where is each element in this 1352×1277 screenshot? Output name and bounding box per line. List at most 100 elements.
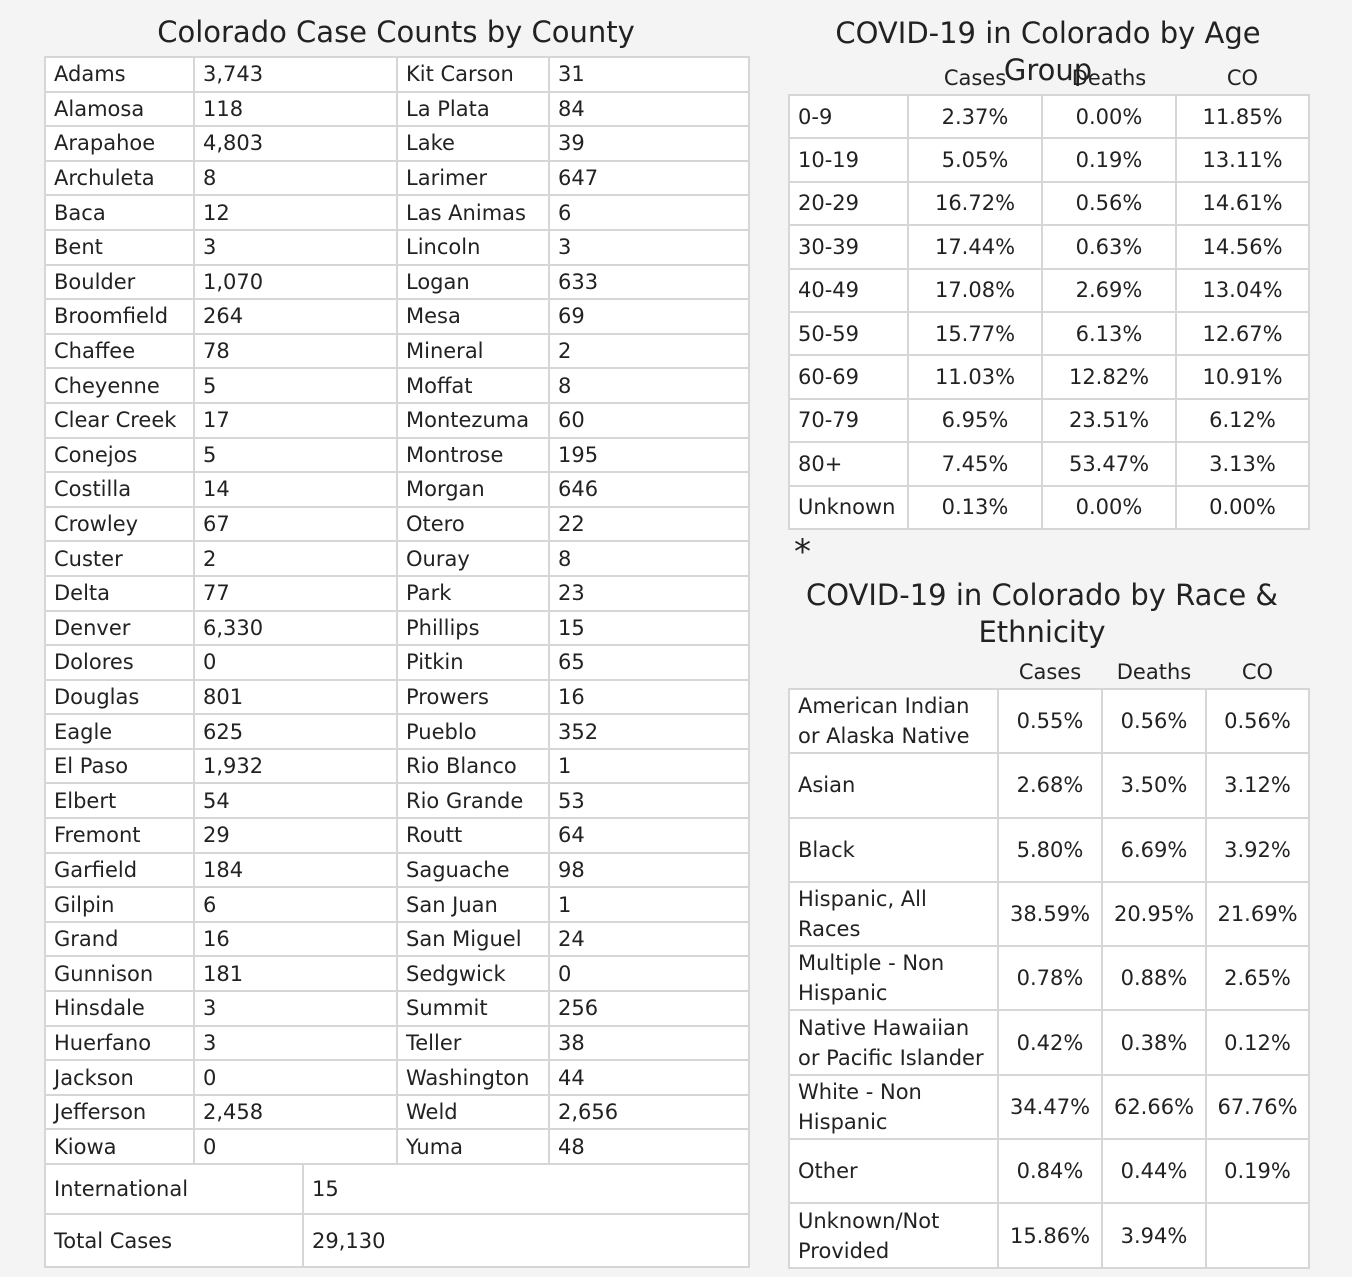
table-cell: 23.51%	[1041, 397, 1177, 444]
table-cell: 1	[548, 747, 750, 785]
table-cell: Other	[788, 1138, 999, 1205]
table-row: Jackson 0 Washington 44	[44, 1059, 750, 1096]
table-cell: 4,803	[193, 125, 398, 162]
table-row: Native Hawaiian or Pacific Islander 0.42%…	[788, 1009, 1310, 1076]
table-cell: 0.13%	[907, 484, 1043, 530]
table-cell: 0-9	[788, 93, 909, 140]
table-row: Archuleta 8 Larimer 647	[44, 159, 750, 197]
table-cell: 646	[548, 471, 750, 508]
table-cell: 801	[193, 678, 398, 716]
header-cell: CO	[1226, 66, 1259, 90]
table-cell: 8	[548, 540, 750, 577]
table-cell: 0.78%	[997, 945, 1103, 1012]
table-cell: American Indian or Alaska Native	[788, 687, 999, 755]
table-cell: 0	[548, 955, 750, 993]
table-cell: 2	[193, 540, 398, 577]
table-row: Other 0.84% 0.44% 0.19%	[788, 1138, 1310, 1205]
table-cell: 0.12%	[1205, 1009, 1310, 1076]
table-cell: San Juan	[396, 886, 550, 923]
table-cell: La Plata	[396, 90, 550, 128]
table-cell: 67	[193, 505, 398, 543]
table-cell: 48	[548, 1128, 750, 1165]
table-cell: 53	[548, 782, 750, 820]
table-cell: 2.69%	[1041, 267, 1177, 313]
table-cell: 5.05%	[907, 137, 1043, 183]
table-cell: 17.08%	[907, 267, 1043, 313]
table-cell: 11.85%	[1175, 93, 1310, 140]
table-row: Custer 2 Ouray 8	[44, 540, 750, 577]
table-cell: 17	[193, 401, 398, 439]
table-cell: Sedgwick	[396, 955, 550, 993]
table-cell: 40-49	[788, 267, 909, 313]
table-row: Kiowa 0 Yuma 48	[44, 1128, 750, 1165]
table-cell: 98	[548, 851, 750, 889]
table-cell: 8	[193, 159, 398, 197]
table-row: Elbert 54 Rio Grande 53	[44, 782, 750, 820]
table-cell: 0.19%	[1041, 137, 1177, 183]
table-cell: Arapahoe	[44, 125, 195, 162]
table-cell: Summit	[396, 990, 550, 1027]
table-row: Clear Creek 17 Montezuma 60	[44, 401, 750, 439]
table-cell: 12	[193, 194, 398, 231]
table-cell: Asian	[788, 752, 999, 819]
table-cell: 0.42%	[997, 1009, 1103, 1076]
table-row: Gilpin 6 San Juan 1	[44, 886, 750, 923]
table-cell: 3.13%	[1175, 441, 1310, 487]
table-cell: 10.91%	[1175, 354, 1310, 400]
table-cell: Clear Creek	[44, 401, 195, 439]
table-row: 70-79 6.95% 23.51% 6.12%	[788, 397, 1310, 444]
table-cell: 647	[548, 159, 750, 197]
table-cell: 0.00%	[1175, 484, 1310, 530]
table-cell: Lincoln	[396, 228, 550, 266]
table-cell: Multiple - Non Hispanic	[788, 945, 999, 1012]
table-cell: Rio Blanco	[396, 747, 550, 785]
table-cell: 16	[193, 920, 398, 958]
table-cell: 15	[548, 609, 750, 647]
table-row: Hinsdale 3 Summit 256	[44, 990, 750, 1027]
table-cell: Teller	[396, 1024, 550, 1062]
table-cell: Boulder	[44, 263, 195, 301]
table-row: Dolores 0 Pitkin 65	[44, 644, 750, 681]
table-cell: 0.88%	[1101, 945, 1207, 1012]
table-cell: Custer	[44, 540, 195, 577]
header-cell: Cases	[943, 66, 1007, 90]
table-cell: Pitkin	[396, 644, 550, 681]
table-cell: 14.56%	[1175, 224, 1310, 270]
table-cell: 2.65%	[1205, 945, 1310, 1012]
table-cell: Baca	[44, 194, 195, 231]
table-cell: 0.56%	[1205, 687, 1310, 755]
table-row: Multiple - Non Hispanic 0.78% 0.88% 2.65%	[788, 945, 1310, 1012]
table-row: American Indian or Alaska Native 0.55% 0.5…	[788, 687, 1310, 755]
table-cell: 70-79	[788, 397, 909, 444]
table-row: 50-59 15.77% 6.13% 12.67%	[788, 310, 1310, 357]
table-cell: Delta	[44, 574, 195, 612]
table-cell: Black	[788, 816, 999, 883]
table-cell: 13.04%	[1175, 267, 1310, 313]
table-cell: 77	[193, 574, 398, 612]
header-cell: Deaths	[1116, 660, 1192, 684]
county-title: Colorado Case Counts by County	[157, 15, 635, 49]
table-cell: Grand	[44, 920, 195, 958]
table-row: Unknown/Not Provided 15.86% 3.94%	[788, 1202, 1310, 1269]
table-cell: 195	[548, 436, 750, 474]
table-cell: 2.37%	[907, 93, 1043, 140]
table-row: Fremont 29 Routt 64	[44, 817, 750, 854]
header-cell	[789, 62, 908, 95]
table-cell: Weld	[396, 1093, 550, 1131]
table-cell: 3.12%	[1205, 752, 1310, 819]
table-cell: Unknown/Not Provided	[788, 1202, 999, 1269]
table-row: Bent 3 Lincoln 3	[44, 228, 750, 266]
table-cell: Native Hawaiian or Pacific Islander	[788, 1009, 999, 1076]
table-cell: 0.84%	[997, 1138, 1103, 1205]
table-cell: Jefferson	[44, 1093, 195, 1131]
table-cell: Rio Grande	[396, 782, 550, 820]
table-cell: 3	[193, 228, 398, 266]
table-row: Gunnison 181 Sedgwick 0	[44, 955, 750, 993]
table-cell: Saguache	[396, 851, 550, 889]
table-cell: 3.94%	[1101, 1202, 1207, 1269]
table-cell: 352	[548, 713, 750, 750]
table-cell: 5	[193, 367, 398, 404]
table-cell: Pueblo	[396, 713, 550, 750]
table-cell: 625	[193, 713, 398, 750]
